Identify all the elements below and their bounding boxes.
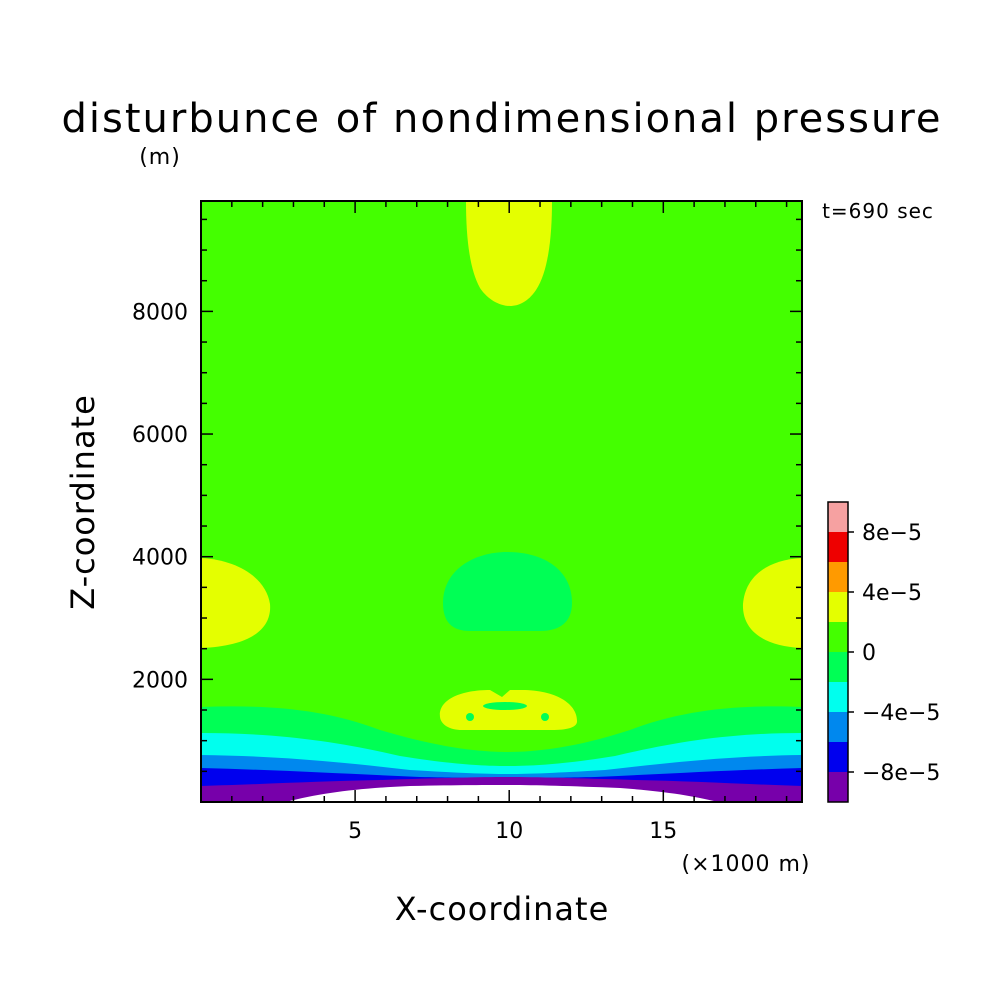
region-lower-center-inner xyxy=(483,702,527,710)
colorbar xyxy=(827,501,849,803)
plot-frame xyxy=(200,200,803,803)
colorbar-swatch xyxy=(828,712,848,742)
colorbar-swatch xyxy=(828,682,848,712)
region-lower-center-spot-right xyxy=(541,713,549,721)
x-axis-unit: (×1000 m) xyxy=(681,852,810,877)
colorbar-label: −8e−5 xyxy=(862,761,940,786)
y-axis-unit: (m) xyxy=(139,145,181,170)
axis-ticks xyxy=(201,201,802,802)
colorbar-labels: 8e−5 4e−5 0 −4e−5 −8e−5 xyxy=(848,521,940,786)
colorbar-swatch xyxy=(828,592,848,622)
chart-title: disturbunce of nondimensional pressure xyxy=(62,96,943,142)
colorbar-swatch xyxy=(828,562,848,592)
y-tick-labels: 2000 4000 6000 8000 xyxy=(132,300,188,693)
colorbar-swatch xyxy=(828,742,848,772)
y-tick-label: 2000 xyxy=(132,668,188,693)
colorbar-label: 4e−5 xyxy=(862,581,922,606)
colorbar-label: 0 xyxy=(862,641,876,666)
colorbar-swatch xyxy=(828,622,848,652)
region-lower-center-spot-left xyxy=(466,713,474,721)
colorbar-swatch xyxy=(828,532,848,562)
y-tick-label: 8000 xyxy=(132,300,188,325)
y-tick-label: 4000 xyxy=(132,546,188,571)
x-axis-label: X-coordinate xyxy=(395,890,610,928)
colorbar-swatch xyxy=(828,652,848,682)
region-bottom-center-gap xyxy=(286,785,718,802)
colorbar-swatch xyxy=(828,772,848,802)
region-right-mid-positive xyxy=(742,558,802,648)
contour-field xyxy=(201,201,802,802)
y-axis-label: Z-coordinate xyxy=(64,394,102,610)
time-label: t=690 sec xyxy=(822,199,934,223)
x-tick-labels: 5 10 15 xyxy=(348,819,677,844)
x-tick-label: 15 xyxy=(649,819,677,844)
colorbar-label: −4e−5 xyxy=(862,701,940,726)
x-tick-label: 10 xyxy=(495,819,523,844)
y-tick-label: 6000 xyxy=(132,423,188,448)
region-top-center-positive xyxy=(466,201,552,306)
x-tick-label: 5 xyxy=(348,819,362,844)
region-left-mid-positive xyxy=(201,558,271,648)
region-center-negative xyxy=(443,552,572,631)
colorbar-swatch xyxy=(828,502,848,532)
colorbar-label: 8e−5 xyxy=(862,521,922,546)
